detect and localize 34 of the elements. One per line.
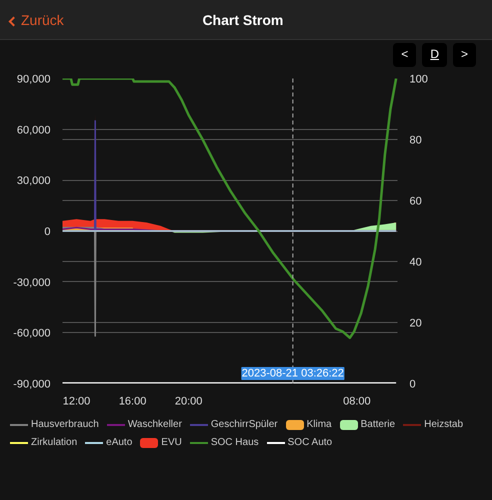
text: > — [452, 43, 476, 67]
legend-label: Batterie — [360, 418, 396, 432]
y2-tick-label: 40 — [410, 256, 422, 268]
chart-title: Chart Strom — [202, 10, 284, 30]
y2-tick-label: 80 — [410, 134, 422, 146]
y2-tick-label: 0 — [410, 378, 416, 390]
y2-tick-label: 20 — [410, 318, 422, 330]
legend-label: Waschkeller — [126, 418, 182, 432]
x-tick-label: 08:00 — [343, 396, 371, 408]
y-tick-label: 90,000 — [16, 74, 51, 86]
y-tick-label: -90,000 — [13, 378, 51, 390]
text: Zurück — [20, 10, 64, 30]
x-tick-label: 20:00 — [174, 396, 202, 408]
y2-tick-label: 60 — [410, 196, 422, 208]
y-tick-label: 0 — [44, 226, 51, 238]
annotation: 2023-08-21 03:26:22 — [242, 368, 344, 380]
x-tick-label: 12:00 — [62, 396, 90, 408]
legend-label: EVU — [160, 436, 182, 450]
y-tick-label: -60,000 — [13, 328, 51, 340]
legend-label: SOC Auto — [286, 436, 332, 450]
legend-label: SOC Haus — [210, 436, 259, 450]
legend-label: GeschirrSpüler — [210, 418, 278, 432]
y-tick-label: 60,000 — [16, 124, 51, 136]
y-tick-label: 30,000 — [16, 175, 51, 188]
y-tick-label: -30,000 — [13, 276, 51, 289]
x-tick-label: 16:00 — [118, 396, 146, 408]
legend-label: eAuto — [105, 436, 132, 450]
legend-label: Zirkulation — [30, 436, 78, 450]
legend-label: Hausverbrauch — [30, 418, 99, 432]
text: < — [393, 43, 416, 67]
legend-label: Heizstab — [423, 418, 463, 432]
legend-label: Klima — [306, 418, 332, 432]
text: D — [422, 43, 447, 67]
y2-tick-label: 100 — [410, 74, 428, 86]
